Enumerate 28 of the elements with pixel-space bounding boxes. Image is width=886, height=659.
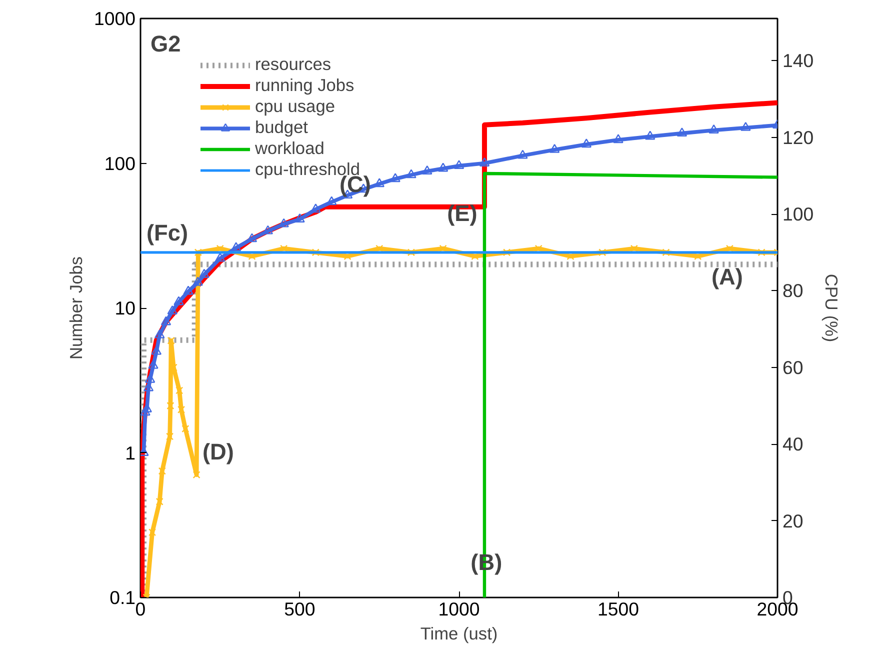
y-tick-label: 1000 [94,8,136,29]
y-tick-label: 100 [104,152,136,174]
x-tick-label: 1500 [598,598,640,620]
legend-label: workload [255,138,324,159]
annotation: (A) [711,264,743,290]
y-tick-label: 0.1 [110,587,136,608]
y2-tick-label: 60 [782,356,804,378]
y2-tick-label: 100 [782,204,814,225]
annotation: (D) [202,438,234,465]
x-axis-title: Time (ust) [420,624,498,644]
y2-tick-label: 20 [782,510,804,532]
legend-label: resources [255,54,332,75]
text: G2 [150,30,181,56]
legend-label: budget [255,117,308,138]
legend-label: cpu usage [255,96,335,117]
annotation: (Fc) [146,220,188,246]
y-tick-label: 1 [125,442,136,464]
y2-tick-label: 120 [782,126,814,148]
x-tick-label: 500 [284,598,316,620]
y2-tick-label: 80 [782,280,804,302]
y2-axis-title: CPU (%) [822,274,842,342]
y2-tick-label: 140 [782,50,814,72]
y2-tick-label: 40 [782,434,804,455]
x-tick-label: 0 [135,598,146,620]
y-axis-title: Number Jobs [66,256,86,360]
legend-label: running Jobs [255,75,354,96]
x-tick-label: 1000 [438,598,480,620]
y-tick-label: 10 [114,298,136,318]
